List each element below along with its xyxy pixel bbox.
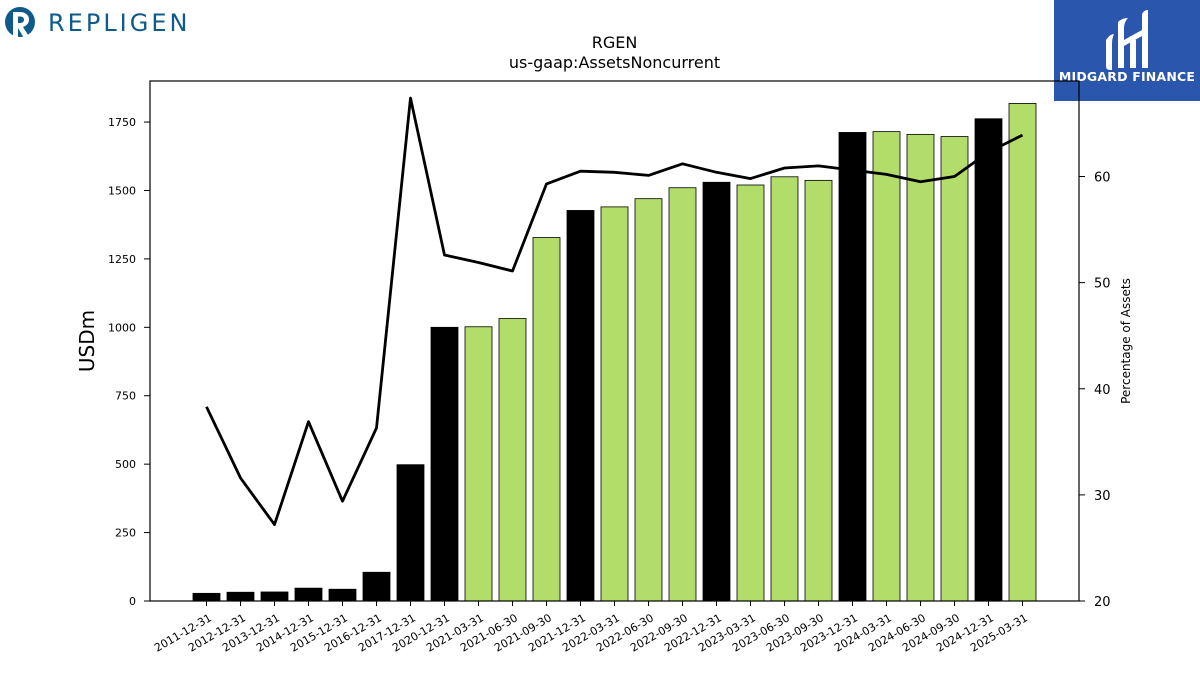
bar-2014-12-31 xyxy=(294,587,323,602)
chart-subtitle: us-gaap:AssetsNoncurrent xyxy=(509,53,720,72)
y-tick-label: 500 xyxy=(115,458,136,471)
y-tick-label: 750 xyxy=(115,390,136,403)
line-layer xyxy=(205,96,1024,526)
bar-2017-12-31 xyxy=(396,464,425,602)
left-axis: 0 250 500 750 1000 1250 1500 1750 xyxy=(108,116,150,608)
y-tick-label: 1250 xyxy=(108,253,136,266)
bar-2023-12-31 xyxy=(838,132,867,602)
bar-2023-03-31 xyxy=(736,184,765,602)
bar-2021-12-31 xyxy=(566,210,595,602)
repligen-logo-text: REPLIGEN xyxy=(48,9,190,37)
bar-2016-12-31 xyxy=(362,571,391,602)
bar-2012-12-31 xyxy=(226,591,255,602)
bar-2021-03-31 xyxy=(464,326,493,602)
y-axis-label: USDm xyxy=(75,310,99,372)
y-tick-label: 250 xyxy=(115,527,136,540)
bar-2022-09-30 xyxy=(668,187,697,602)
bar-2022-06-30 xyxy=(634,198,663,602)
percentage-line xyxy=(205,96,1024,526)
right-axis: 20 30 40 50 60 xyxy=(1079,171,1111,610)
bar-2013-12-31 xyxy=(260,591,289,602)
y-axis-label-right: Percentage of Assets xyxy=(1119,278,1133,404)
midgard-finance-logo: MIDGARD FINANCE xyxy=(1054,0,1200,101)
y-tick-label: 0 xyxy=(129,595,136,608)
x-axis: 2011-12-312012-12-312013-12-312014-12-31… xyxy=(152,601,1030,655)
repligen-logo: REPLIGEN xyxy=(4,4,204,44)
bar-2024-09-30 xyxy=(940,136,969,602)
bar-2020-12-31 xyxy=(430,326,459,602)
bar-2011-12-31 xyxy=(192,592,221,602)
bar-2021-06-30 xyxy=(498,318,527,602)
midgard-logo-text: MIDGARD FINANCE xyxy=(1058,69,1196,84)
bar-2022-03-31 xyxy=(600,206,629,602)
bar-2025-03-31 xyxy=(1008,103,1037,602)
bar-2021-09-30 xyxy=(532,237,561,602)
bar-2022-12-31 xyxy=(702,181,731,602)
bar-2024-06-30 xyxy=(906,133,935,602)
bar-2024-12-31 xyxy=(974,118,1003,602)
y-right-tick-label: 40 xyxy=(1094,383,1111,398)
y-right-tick-label: 50 xyxy=(1094,277,1111,292)
y-right-tick-label: 30 xyxy=(1094,489,1111,504)
y-right-tick-label: 20 xyxy=(1094,595,1111,610)
bar-2024-03-31 xyxy=(872,131,901,602)
y-right-tick-label: 60 xyxy=(1094,171,1111,186)
bar-2023-06-30 xyxy=(770,176,799,602)
bars-layer xyxy=(192,103,1037,602)
midgard-emblem-icon xyxy=(1106,10,1148,70)
bar-2023-09-30 xyxy=(804,179,833,602)
y-tick-label: 1500 xyxy=(108,184,136,197)
bar-2015-12-31 xyxy=(328,588,357,602)
y-tick-label: 1000 xyxy=(108,321,136,334)
chart-title: RGEN xyxy=(592,33,638,52)
y-tick-label: 1750 xyxy=(108,116,136,129)
